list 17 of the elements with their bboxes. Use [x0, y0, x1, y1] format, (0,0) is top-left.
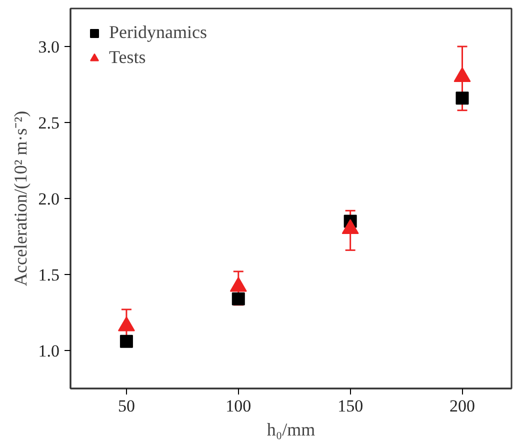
point — [232, 292, 245, 306]
y-tick-label: 1.5 — [38, 266, 60, 284]
point — [342, 219, 359, 234]
legend-label: Peridynamics — [109, 22, 207, 43]
y-tick-label: 2.0 — [38, 190, 60, 208]
x-axis-title: h₀/mm — [266, 420, 316, 440]
y-axis-title: Acceleration/(10² m·s⁻²) — [10, 110, 30, 286]
y-tick-label: 3.0 — [38, 38, 60, 56]
x-tick-label: 50 — [118, 396, 135, 416]
x-tick-label: 150 — [338, 396, 364, 416]
point — [120, 334, 133, 348]
y-tick-label: 2.5 — [38, 114, 60, 132]
y-tick-label: 1.0 — [38, 342, 60, 360]
x-tick-label: 200 — [450, 396, 475, 416]
point — [454, 67, 471, 82]
legend-label: Tests — [109, 47, 146, 68]
x-tick-label: 100 — [226, 396, 252, 416]
